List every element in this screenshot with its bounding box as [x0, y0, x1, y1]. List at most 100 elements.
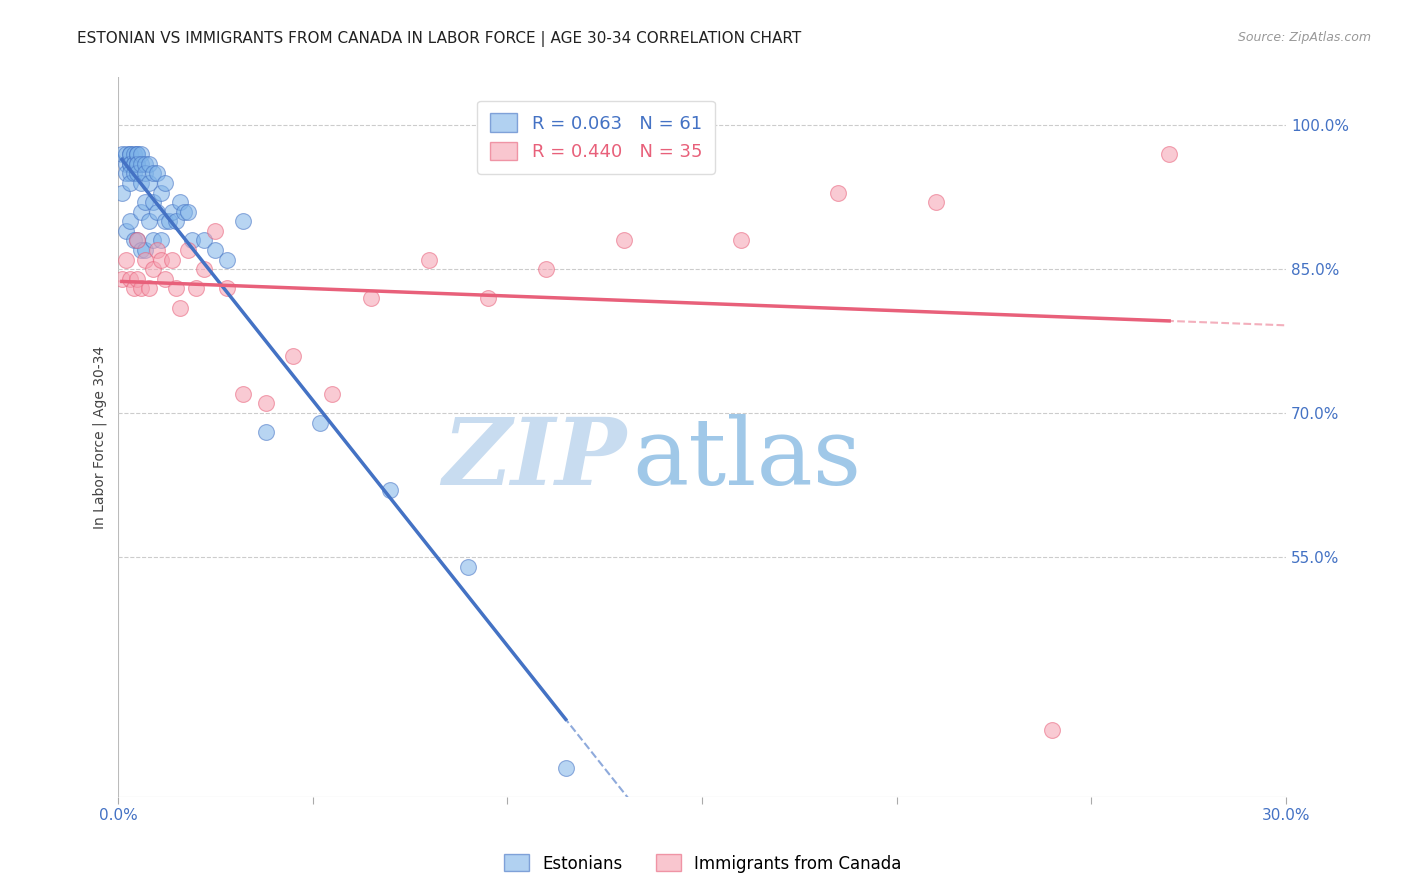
- Point: [118, 157, 141, 171]
- Point: [254, 396, 277, 410]
- Point: [134, 252, 156, 267]
- Point: [827, 186, 849, 200]
- Point: [162, 204, 184, 219]
- Point: [127, 234, 149, 248]
- Point: [138, 281, 160, 295]
- Point: [122, 157, 145, 171]
- Point: [149, 252, 172, 267]
- Point: [142, 262, 165, 277]
- Point: [254, 425, 277, 440]
- Point: [114, 252, 136, 267]
- Point: [129, 157, 152, 171]
- Point: [153, 214, 176, 228]
- Point: [122, 147, 145, 161]
- Text: atlas: atlas: [631, 414, 860, 504]
- Point: [122, 166, 145, 180]
- Point: [127, 166, 149, 180]
- Point: [477, 291, 499, 305]
- Point: [360, 291, 382, 305]
- Legend: R = 0.063   N = 61, R = 0.440   N = 35: R = 0.063 N = 61, R = 0.440 N = 35: [478, 101, 714, 174]
- Point: [169, 301, 191, 315]
- Point: [173, 204, 195, 219]
- Point: [129, 147, 152, 161]
- Point: [149, 186, 172, 200]
- Point: [165, 214, 187, 228]
- Point: [180, 234, 202, 248]
- Point: [162, 252, 184, 267]
- Point: [129, 176, 152, 190]
- Point: [114, 224, 136, 238]
- Point: [134, 243, 156, 257]
- Point: [118, 157, 141, 171]
- Point: [1040, 723, 1063, 737]
- Point: [321, 387, 343, 401]
- Point: [118, 166, 141, 180]
- Y-axis label: In Labor Force | Age 30-34: In Labor Force | Age 30-34: [93, 345, 107, 529]
- Point: [127, 157, 149, 171]
- Point: [118, 214, 141, 228]
- Point: [730, 234, 752, 248]
- Point: [380, 483, 402, 497]
- Point: [193, 262, 215, 277]
- Point: [215, 252, 238, 267]
- Point: [146, 204, 169, 219]
- Point: [122, 281, 145, 295]
- Text: Source: ZipAtlas.com: Source: ZipAtlas.com: [1237, 31, 1371, 45]
- Point: [114, 166, 136, 180]
- Point: [138, 214, 160, 228]
- Point: [281, 349, 304, 363]
- Point: [184, 281, 207, 295]
- Point: [146, 166, 169, 180]
- Point: [153, 272, 176, 286]
- Point: [418, 252, 440, 267]
- Point: [111, 272, 134, 286]
- Point: [142, 234, 165, 248]
- Point: [127, 147, 149, 161]
- Point: [129, 204, 152, 219]
- Point: [114, 147, 136, 161]
- Text: ZIP: ZIP: [441, 414, 626, 504]
- Point: [149, 234, 172, 248]
- Point: [111, 147, 134, 161]
- Point: [457, 559, 479, 574]
- Point: [193, 234, 215, 248]
- Point: [122, 157, 145, 171]
- Point: [129, 243, 152, 257]
- Point: [138, 157, 160, 171]
- Point: [215, 281, 238, 295]
- Point: [204, 224, 226, 238]
- Point: [924, 195, 946, 210]
- Point: [554, 761, 576, 775]
- Point: [1159, 147, 1181, 161]
- Point: [231, 387, 253, 401]
- Point: [127, 272, 149, 286]
- Point: [111, 186, 134, 200]
- Point: [142, 166, 165, 180]
- Point: [309, 416, 332, 430]
- Point: [613, 234, 636, 248]
- Point: [165, 281, 187, 295]
- Legend: Estonians, Immigrants from Canada: Estonians, Immigrants from Canada: [498, 847, 908, 880]
- Point: [157, 214, 180, 228]
- Point: [142, 195, 165, 210]
- Point: [114, 157, 136, 171]
- Point: [127, 157, 149, 171]
- Point: [127, 147, 149, 161]
- Point: [204, 243, 226, 257]
- Point: [177, 204, 200, 219]
- Point: [134, 157, 156, 171]
- Point: [134, 195, 156, 210]
- Point: [169, 195, 191, 210]
- Point: [118, 147, 141, 161]
- Point: [134, 166, 156, 180]
- Point: [534, 262, 557, 277]
- Point: [177, 243, 200, 257]
- Point: [122, 234, 145, 248]
- Point: [146, 243, 169, 257]
- Point: [153, 176, 176, 190]
- Point: [118, 147, 141, 161]
- Point: [127, 234, 149, 248]
- Point: [129, 281, 152, 295]
- Point: [118, 272, 141, 286]
- Point: [231, 214, 253, 228]
